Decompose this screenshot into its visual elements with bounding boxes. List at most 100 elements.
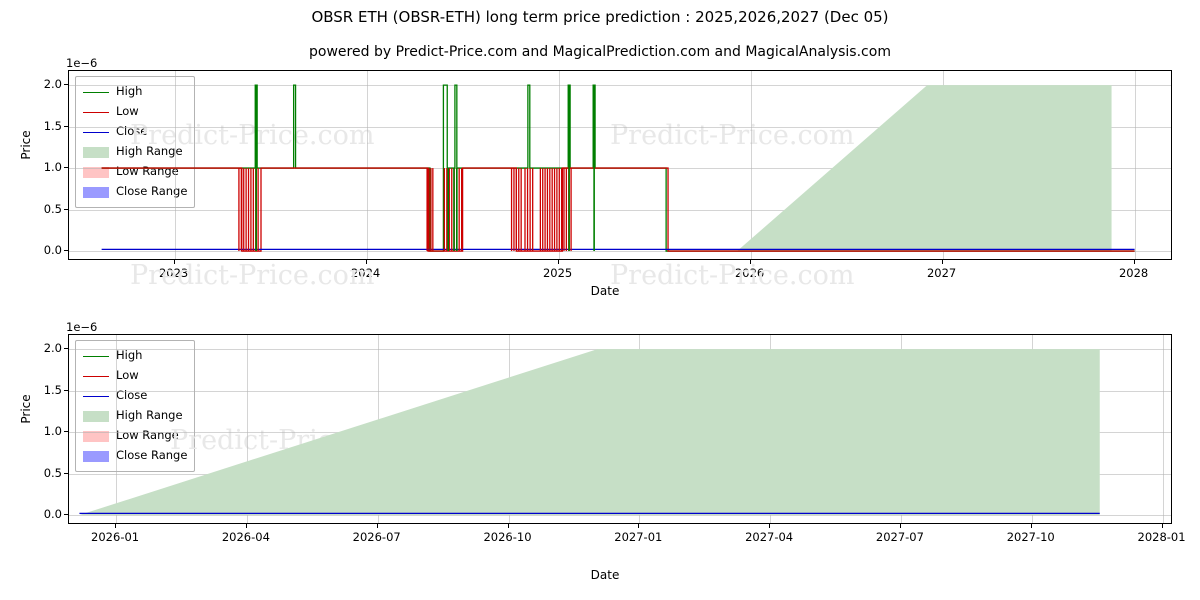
y-gridline: [69, 209, 1171, 211]
band-high-range: [79, 349, 1100, 516]
x-gridline: [558, 71, 560, 259]
series-low: [101, 167, 1135, 252]
bottom-y-offset-text: 1e−6: [66, 320, 98, 334]
y-tick-mark: [64, 84, 68, 86]
y-tick-mark: [64, 250, 68, 252]
x-gridline: [366, 71, 368, 259]
legend-swatch-high-range-icon: [83, 410, 109, 422]
bottom-legend: High Low Close High Range Low Range Close Ran…: [75, 340, 196, 472]
x-tick-label: 2026: [734, 266, 765, 280]
page-title: OBSR ETH (OBSR-ETH) long term price pred…: [311, 8, 889, 26]
series-high: [101, 84, 1135, 252]
legend-label: Low Range: [116, 428, 179, 443]
top-chart-panel: 1e−6 Price Date 2023 2024 2025 2026 2027 2028…: [0, 56, 1200, 316]
legend-swatch-low-range-icon: [83, 166, 109, 178]
y-gridline: [69, 515, 1171, 517]
y-gridline: [69, 251, 1171, 253]
x-tick-mark: [1161, 524, 1163, 528]
legend-swatch-close-icon: [83, 391, 109, 402]
x-tick-label: 2023: [158, 266, 189, 280]
y-tick-label: 2.0: [43, 77, 62, 92]
y-tick-label: 0.0: [43, 507, 62, 522]
y-tick-label: 1.0: [43, 160, 62, 175]
legend-item-close[interactable]: Close: [83, 122, 187, 142]
y-tick-label: 1.0: [43, 424, 62, 439]
x-gridline: [1162, 335, 1164, 523]
y-tick-mark: [64, 431, 68, 433]
x-gridline: [750, 71, 752, 259]
bottom-chart-panel: 1e−6 Price Date 2026-01 2026-04 2026-07 202…: [0, 320, 1200, 600]
x-tick-label: 2026-01: [91, 530, 140, 544]
top-y-offset-text: 1e−6: [66, 56, 98, 70]
legend-label: Close: [116, 388, 148, 403]
legend-item-close-range[interactable]: Close Range: [83, 182, 187, 202]
legend-item-high[interactable]: High: [83, 82, 187, 102]
y-tick-mark: [64, 472, 68, 474]
y-tick-label: 1.5: [43, 118, 62, 133]
top-plot-area: [68, 70, 1172, 260]
x-tick-label: 2026-04: [221, 530, 270, 544]
x-tick-label: 2027-04: [745, 530, 794, 544]
y-tick-mark: [64, 514, 68, 516]
x-gridline: [116, 335, 118, 523]
page-subtitle: powered by Predict-Price.com and Magical…: [309, 44, 891, 60]
band-high-range: [737, 85, 1112, 252]
x-tick-mark: [173, 260, 175, 264]
y-tick-label: 0.0: [43, 243, 62, 258]
bottom-x-axis-label: Date: [590, 568, 620, 582]
y-tick-label: 1.5: [43, 382, 62, 397]
x-tick-mark: [749, 260, 751, 264]
y-tick-mark: [64, 125, 68, 127]
legend-swatch-low-icon: [83, 107, 109, 118]
y-tick-mark: [64, 389, 68, 391]
legend-label: High Range: [116, 408, 183, 423]
legend-label: Low Range: [116, 164, 179, 179]
legend-swatch-high-icon: [83, 87, 109, 98]
legend-label: High: [116, 348, 143, 363]
legend-swatch-low-icon: [83, 371, 109, 382]
legend-item-close[interactable]: Close: [83, 386, 187, 406]
legend-swatch-close-range-icon: [83, 450, 109, 462]
legend-item-high[interactable]: High: [83, 346, 187, 366]
x-tick-mark: [1133, 260, 1135, 264]
legend-label: Close Range: [116, 448, 188, 463]
plot-series-overlay: [101, 84, 1135, 252]
legend-item-close-range[interactable]: Close Range: [83, 446, 187, 466]
legend-label: High Range: [116, 144, 183, 159]
legend-item-low[interactable]: Low: [83, 366, 187, 386]
x-tick-label: 2028-01: [1137, 530, 1186, 544]
x-tick-mark: [557, 260, 559, 264]
bottom-plot-area: [68, 334, 1172, 524]
x-tick-label: 2027-01: [614, 530, 663, 544]
top-x-axis-label: Date: [590, 284, 620, 298]
legend-item-low-range[interactable]: Low Range: [83, 426, 187, 446]
plot-series-overlay: [79, 349, 1100, 516]
legend-label: High: [116, 84, 143, 99]
x-tick-label: 2024: [350, 266, 381, 280]
x-tick-mark: [245, 524, 247, 528]
x-tick-label: 2025: [542, 266, 573, 280]
x-tick-label: 2027-07: [875, 530, 924, 544]
y-tick-label: 0.5: [43, 201, 62, 216]
x-tick-mark: [941, 260, 943, 264]
x-tick-mark: [365, 260, 367, 264]
legend-item-low[interactable]: Low: [83, 102, 187, 122]
legend-swatch-high-icon: [83, 351, 109, 362]
x-tick-mark: [638, 524, 640, 528]
y-gridline: [69, 85, 1171, 87]
legend-swatch-close-icon: [83, 127, 109, 138]
x-tick-label: 2026-07: [352, 530, 401, 544]
legend-item-low-range[interactable]: Low Range: [83, 162, 187, 182]
legend-item-high-range[interactable]: High Range: [83, 406, 187, 426]
x-tick-label: 2027: [926, 266, 957, 280]
x-gridline: [1134, 71, 1136, 259]
x-tick-mark: [899, 524, 901, 528]
x-gridline: [246, 335, 248, 523]
legend-label: Close: [116, 124, 148, 139]
y-tick-mark: [64, 348, 68, 350]
legend-swatch-close-range-icon: [83, 186, 109, 198]
x-tick-mark: [115, 524, 117, 528]
x-tick-label: 2028: [1118, 266, 1149, 280]
legend-item-high-range[interactable]: High Range: [83, 142, 187, 162]
